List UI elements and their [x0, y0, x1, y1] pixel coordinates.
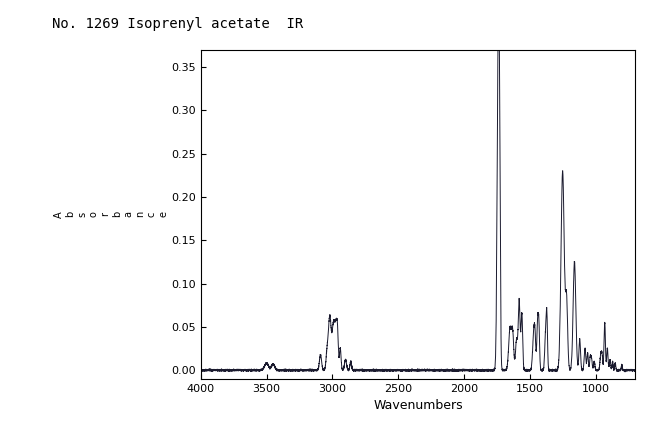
Y-axis label: A
b
s
o
r
b
a
n
c
e: A b s o r b a n c e [54, 211, 168, 218]
Text: No. 1269 Isoprenyl acetate  IR: No. 1269 Isoprenyl acetate IR [52, 17, 304, 31]
X-axis label: Wavenumbers: Wavenumbers [373, 399, 463, 412]
